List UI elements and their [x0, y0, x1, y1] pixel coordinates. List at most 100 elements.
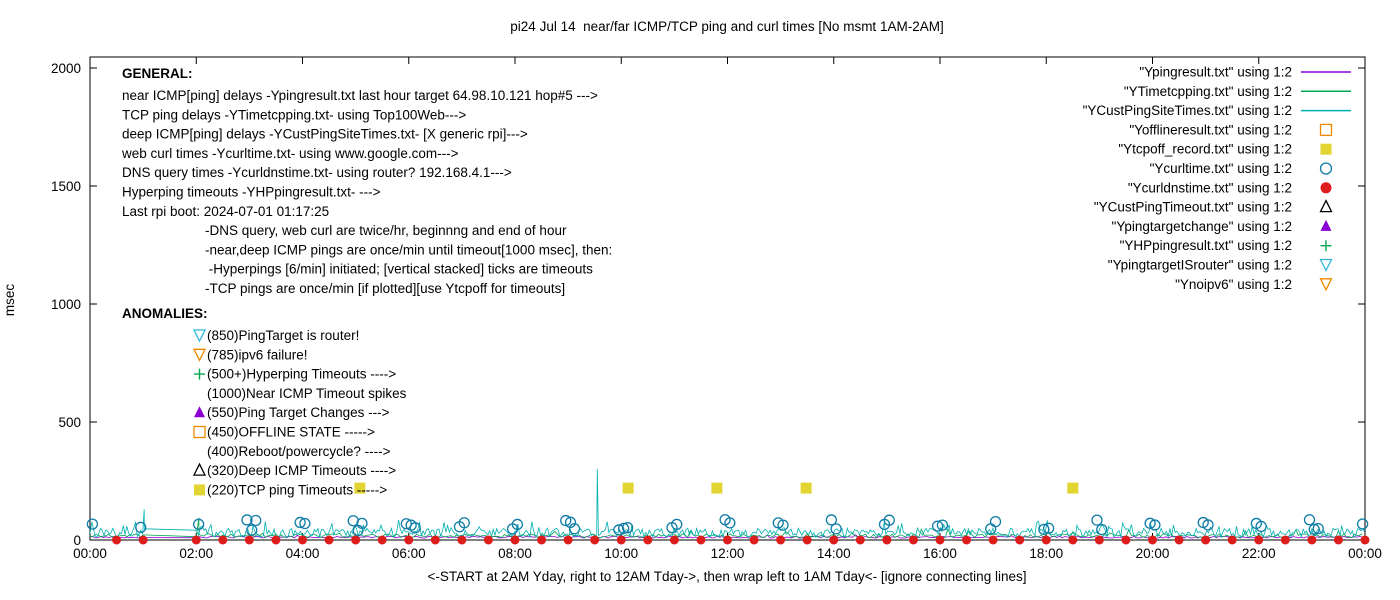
- anomaly-line: (1000)Near ICMP Timeout spikes: [207, 386, 407, 401]
- general-line: -TCP pings are once/min [if plotted][use…: [205, 281, 565, 296]
- circle-filled-marker: [244, 535, 254, 545]
- circle-open-marker: [617, 522, 630, 535]
- x-tick-label: 16:00: [923, 546, 957, 561]
- plus-marker: [1320, 240, 1332, 252]
- circle-filled-marker: [563, 535, 573, 545]
- circle-open-marker: [1202, 519, 1214, 531]
- circle-filled-marker: [616, 535, 626, 545]
- circle-open-marker: [830, 523, 842, 535]
- x-tick-label: 00:00: [1348, 546, 1382, 561]
- circle-open-marker: [299, 517, 311, 530]
- circle-open-marker: [564, 516, 577, 528]
- x-tick-label: 12:00: [711, 546, 745, 561]
- circle-filled-marker: [351, 535, 361, 545]
- circle-open-marker: [135, 521, 147, 534]
- circle-filled-marker: [962, 535, 972, 545]
- chart-title: pi24 Jul 14 near/far ICMP/TCP ping and c…: [510, 19, 943, 34]
- circle-filled-marker: [404, 535, 414, 545]
- square-filled-marker: [800, 482, 812, 494]
- circle-open-marker: [192, 518, 205, 530]
- circle-filled-marker: [723, 535, 732, 545]
- circle-filled-marker: [537, 535, 547, 545]
- general-line: Last rpi boot: 2024-07-01 01:17:25: [122, 204, 329, 219]
- legend-label: "Ycurldnstime.txt" using 1:2: [1128, 180, 1292, 195]
- circle-open-marker: [1042, 522, 1055, 534]
- x-tick-label: 00:00: [73, 546, 107, 561]
- circle-filled-marker: [855, 535, 865, 545]
- circle-open-marker: [1255, 520, 1267, 533]
- square-filled-marker: [622, 482, 634, 494]
- x-tick-label: 02:00: [179, 546, 213, 561]
- series-YCustPingSiteTimes.txt: [89, 469, 1365, 539]
- general-line: deep ICMP[ping] delays -YCustPingSiteTim…: [122, 127, 528, 142]
- circle-open-marker: [1091, 514, 1103, 526]
- circle-filled-marker: [298, 535, 307, 545]
- circle-open-marker: [1319, 162, 1333, 175]
- circle-open-marker: [458, 517, 470, 529]
- x-axis-label: <-START at 2AM Yday, right to 12AM Tday-…: [428, 569, 1027, 584]
- circle-open-marker: [777, 519, 789, 531]
- circle-open-marker: [1096, 523, 1108, 536]
- square-filled-marker: [1067, 482, 1079, 494]
- y-tick-label: 1000: [51, 297, 81, 312]
- circle-filled-marker: [882, 535, 892, 545]
- series-YTimetcpping.txt: [89, 517, 1363, 539]
- circle-open-marker: [86, 518, 99, 530]
- x-tick-label: 22:00: [1242, 546, 1276, 561]
- x-tick-label: 10:00: [604, 546, 638, 561]
- plus-marker: [194, 368, 205, 380]
- circle-filled-marker: [1307, 535, 1317, 545]
- circle-open-marker: [1308, 523, 1320, 535]
- circle-filled-marker: [1068, 535, 1078, 545]
- triangle-up-open-marker: [192, 462, 207, 476]
- circle-filled-marker: [324, 535, 334, 545]
- y-axis-label: msec: [2, 284, 17, 317]
- markers-Ycurldnstime.txt: [112, 535, 1370, 545]
- circle-filled-marker: [510, 535, 520, 545]
- circle-open-marker: [250, 514, 262, 527]
- circle-open-marker: [1312, 522, 1324, 535]
- anomaly-line: (450)OFFLINE STATE ----->: [207, 425, 375, 440]
- circle-open-marker: [511, 518, 524, 531]
- legend-label: "YHPpingresult.txt" using 1:2: [1120, 238, 1292, 253]
- triangle-down-open-marker: [1319, 258, 1333, 272]
- circle-filled-marker: [696, 535, 706, 545]
- circle-open-marker: [1303, 514, 1316, 526]
- circle-filled-marker: [1280, 535, 1290, 545]
- circle-open-marker: [246, 524, 258, 536]
- square-open-marker: [193, 425, 206, 439]
- generated-chart-layer: 00:00 02:00 04:00 06:00 08:00 10:00 12:00 14:00…: [51, 56, 1382, 561]
- circle-filled-marker: [643, 535, 653, 545]
- triangle-down-open-marker: [1319, 278, 1333, 292]
- circle-filled-marker: [457, 535, 467, 545]
- x-tick-label: 20:00: [1136, 546, 1170, 561]
- general-line: -near,deep ICMP pings are once/min until…: [205, 242, 612, 257]
- anomaly-line: (550)Ping Target Changes --->: [207, 405, 390, 420]
- x-tick-label: 18:00: [1029, 546, 1063, 561]
- general-heading: GENERAL:: [122, 66, 193, 81]
- legend-label: "Ynoipv6" using 1:2: [1175, 277, 1292, 292]
- circle-open-marker: [560, 514, 572, 527]
- y-tick-label: 500: [58, 415, 81, 430]
- circle-open-marker: [1356, 518, 1369, 530]
- circle-filled-marker: [218, 535, 228, 545]
- y-tick-label: 2000: [51, 61, 81, 76]
- circle-filled-marker: [483, 535, 493, 545]
- circle-open-marker: [989, 516, 1002, 528]
- circle-filled-marker: [908, 535, 918, 545]
- anomalies-heading: ANOMALIES:: [122, 306, 208, 321]
- legend-label: "YTimetcpping.txt" using 1:2: [1124, 84, 1292, 99]
- triangle-down-open-marker: [192, 348, 207, 362]
- legend-label: "Ycurltime.txt" using 1:2: [1150, 161, 1292, 176]
- circle-filled-marker: [935, 535, 945, 545]
- circle-filled-marker: [138, 535, 148, 545]
- circle-filled-marker: [271, 535, 281, 545]
- legend-label: "Yofflineresult.txt" using 1:2: [1129, 122, 1292, 137]
- markers-Ytcpoff_record.txt: [354, 482, 1079, 494]
- circle-filled-marker: [1201, 535, 1211, 545]
- circle-filled-marker: [988, 535, 998, 545]
- circle-open-marker: [294, 516, 306, 529]
- circle-open-marker: [883, 514, 895, 526]
- x-tick-label: 04:00: [286, 546, 320, 561]
